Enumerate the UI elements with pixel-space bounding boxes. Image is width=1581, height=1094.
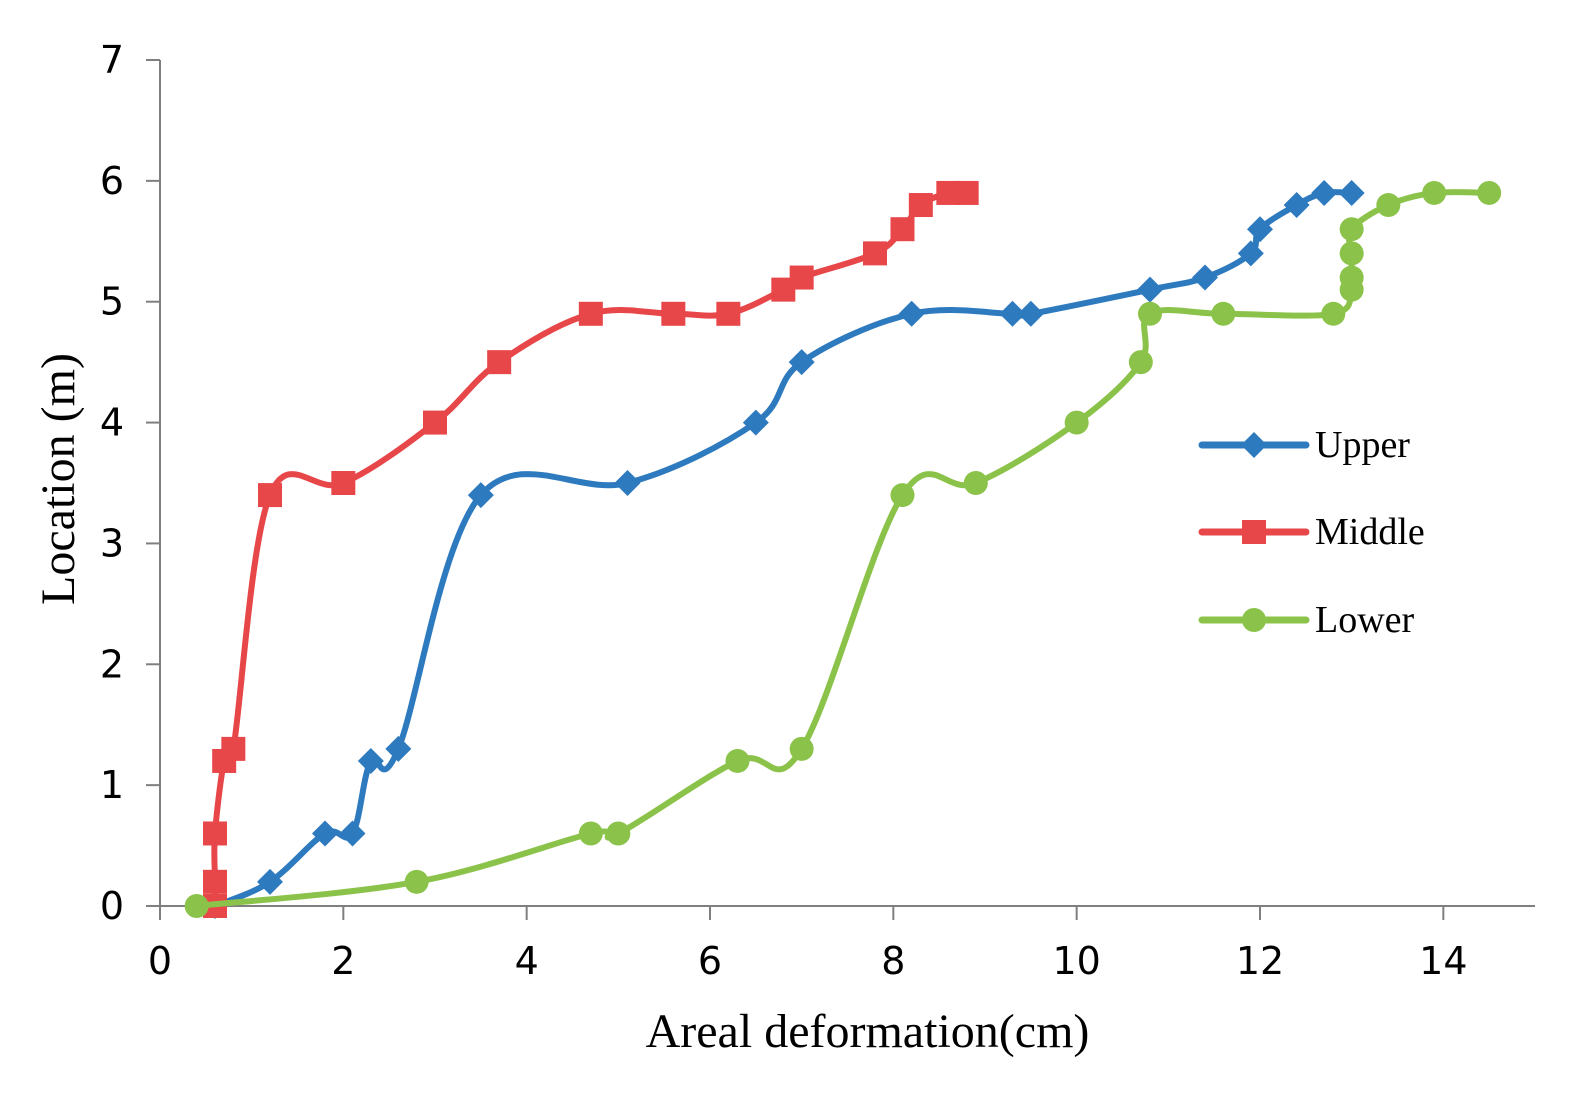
- y-tick-label: 1: [100, 763, 124, 807]
- x-axis-title: Areal deformation(cm): [646, 1005, 1090, 1058]
- data-point-upper: [742, 409, 769, 436]
- data-point-middle: [716, 301, 741, 326]
- legend-item-lower: Lower: [1198, 599, 1415, 641]
- series-group: [184, 179, 1502, 919]
- legend-label-middle: Middle: [1315, 511, 1425, 553]
- data-point-middle: [661, 301, 686, 326]
- data-point-lower: [404, 869, 429, 894]
- data-point-lower: [1128, 350, 1153, 375]
- data-point-upper: [1247, 216, 1273, 243]
- data-point-upper: [1192, 264, 1218, 291]
- data-point-lower: [1211, 301, 1236, 326]
- x-tick-label: 10: [1052, 939, 1100, 983]
- data-point-middle: [423, 410, 447, 435]
- y-tick-label: 5: [100, 280, 124, 324]
- data-point-lower: [184, 894, 209, 918]
- data-point-upper: [467, 482, 494, 509]
- data-point-lower: [606, 821, 631, 846]
- legend-item-upper: Upper: [1198, 424, 1410, 466]
- data-point-middle: [487, 350, 512, 375]
- legend-marker-lower: [1242, 608, 1266, 632]
- data-point-upper: [898, 300, 925, 327]
- data-point-lower: [1477, 180, 1502, 205]
- legend-label-lower: Lower: [1315, 599, 1415, 641]
- x-tick-label: 8: [881, 939, 905, 983]
- series-middle: [203, 180, 979, 918]
- data-point-middle: [890, 217, 915, 242]
- data-point-upper: [1017, 300, 1044, 327]
- data-point-lower: [725, 748, 750, 773]
- data-point-middle: [789, 265, 814, 290]
- y-tick-label: 2: [100, 642, 124, 686]
- data-point-lower: [1064, 410, 1089, 435]
- data-point-lower: [963, 471, 988, 495]
- data-point-upper: [788, 349, 815, 376]
- x-tick-label: 12: [1236, 939, 1284, 983]
- series-upper: [202, 179, 1365, 919]
- data-point-upper: [1338, 179, 1365, 206]
- data-point-upper: [312, 820, 338, 847]
- data-point-lower: [1339, 217, 1364, 242]
- x-tick-label: 6: [698, 939, 722, 983]
- data-point-middle: [221, 736, 246, 761]
- x-tick-label: 4: [515, 939, 539, 983]
- data-point-upper: [999, 300, 1026, 327]
- data-point-lower: [1138, 301, 1162, 326]
- data-point-upper: [1137, 276, 1163, 303]
- y-tick-label: 7: [100, 38, 124, 82]
- series-line-lower: [193, 189, 1493, 909]
- data-point-upper: [385, 735, 412, 762]
- data-point-upper: [1311, 179, 1338, 206]
- data-point-upper: [1283, 192, 1310, 219]
- data-point-middle: [863, 241, 887, 266]
- data-point-middle: [203, 821, 227, 846]
- y-tick-label: 3: [100, 521, 124, 565]
- legend-marker-upper: [1241, 432, 1267, 458]
- data-point-upper: [1237, 240, 1264, 267]
- legend-marker-middle: [1242, 520, 1266, 544]
- x-tick-label: 14: [1419, 939, 1467, 983]
- data-point-lower: [1339, 265, 1364, 290]
- data-point-middle: [258, 483, 282, 508]
- data-point-middle: [578, 301, 603, 326]
- legend-label-upper: Upper: [1315, 424, 1410, 466]
- data-point-upper: [339, 820, 366, 847]
- data-point-middle: [331, 471, 356, 495]
- data-point-upper: [357, 747, 384, 774]
- series-lower: [184, 180, 1502, 918]
- data-point-upper: [614, 470, 641, 496]
- y-tick-label: 0: [100, 884, 124, 928]
- data-point-lower: [1321, 301, 1346, 326]
- data-point-lower: [890, 483, 915, 508]
- data-point-lower: [789, 736, 814, 761]
- y-tick-label: 6: [100, 159, 124, 203]
- y-tick-label: 4: [100, 401, 124, 445]
- x-tick-label: 0: [148, 939, 172, 983]
- series-line-middle: [211, 189, 970, 909]
- data-point-middle: [908, 193, 933, 218]
- y-axis-title: Location (m): [32, 353, 85, 605]
- legend-item-middle: Middle: [1198, 511, 1425, 553]
- data-point-lower: [1376, 193, 1401, 218]
- data-point-upper: [257, 868, 283, 895]
- data-point-middle: [203, 869, 227, 894]
- data-point-lower: [1339, 241, 1364, 266]
- data-point-lower: [1422, 180, 1447, 205]
- data-point-lower: [578, 821, 603, 846]
- legend: Upper Middle Lower: [1198, 424, 1425, 641]
- data-point-middle: [954, 180, 979, 205]
- x-tick-label: 2: [331, 939, 355, 983]
